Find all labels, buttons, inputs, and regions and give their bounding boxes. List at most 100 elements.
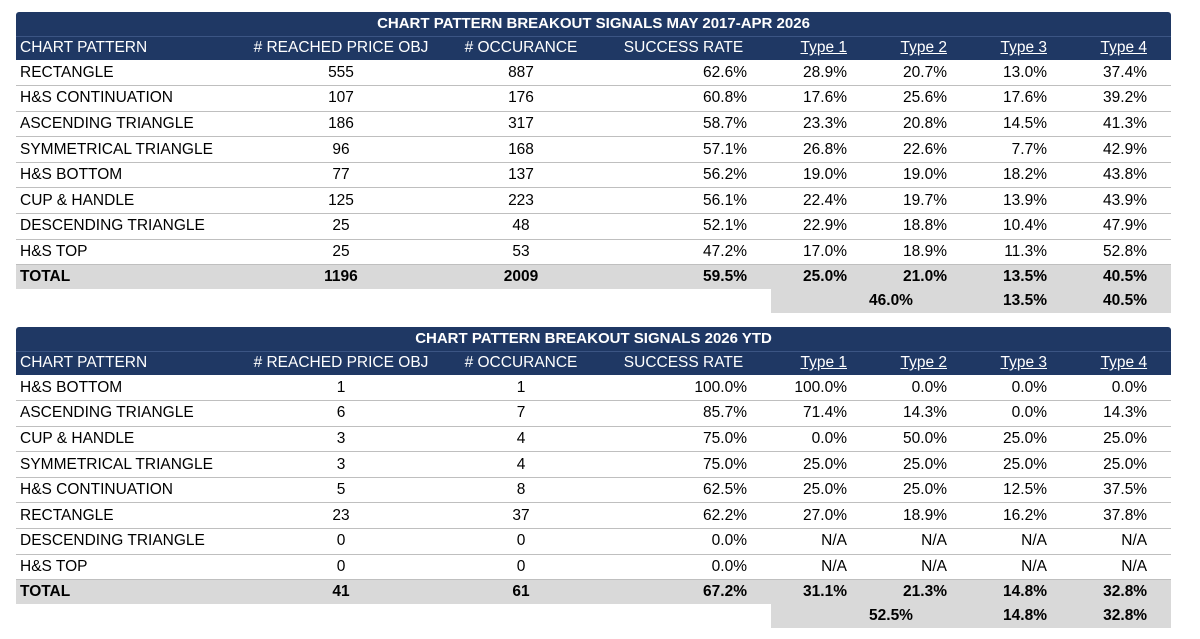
cell-type-1: N/A	[771, 554, 871, 581]
total-row: TOTAL 41 61 67.2% 31.1% 21.3% 14.8% 32.8…	[16, 579, 1172, 604]
cell-chart-pattern: SYMMETRICAL TRIANGLE	[16, 136, 236, 163]
table-row: DESCENDING TRIANGLE 0 0 0.0% N/A N/A N/A N/A	[16, 528, 1172, 555]
header-chart-pattern: CHART PATTERN	[16, 35, 236, 60]
cell-success-rate: 100.0%	[596, 375, 771, 402]
cell-type-4: 37.4%	[1071, 60, 1171, 87]
table-row: CUP & HANDLE 3 4 75.0% 0.0% 50.0% 25.0% 25.0%	[16, 426, 1172, 453]
cell-type-4: 37.8%	[1071, 502, 1172, 530]
cell-type-3: 13.9%	[971, 187, 1071, 215]
table-row: H&S BOTTOM 1 1 100.0% 100.0% 0.0% 0.0% 0.0%	[16, 375, 1172, 402]
cell-reached-price-obj: 23	[236, 502, 446, 530]
summary-row: 46.0% 13.5% 40.5%	[16, 288, 1171, 313]
header-chart-pattern: CHART PATTERN	[16, 350, 236, 375]
cell-type-1: 23.3%	[771, 111, 871, 138]
cell-type-3: N/A	[971, 528, 1071, 555]
cell-type-1: 27.0%	[771, 502, 871, 530]
signals-table: CHART PATTERN BREAKOUT SIGNALS MAY 2017-…	[16, 12, 1171, 313]
cell-type-2: N/A	[871, 528, 971, 555]
cell-success-rate: 56.2%	[596, 162, 771, 189]
cell-type-3: 10.4%	[971, 213, 1071, 240]
summary-row: 52.5% 14.8% 32.8%	[16, 603, 1172, 628]
table-row: CUP & HANDLE 125 223 56.1% 22.4% 19.7% 13.9% 43…	[16, 187, 1171, 215]
cell-type-2: N/A	[871, 554, 971, 581]
cell-occurance: 223	[446, 187, 596, 215]
cell-type-2: 25.6%	[871, 85, 971, 112]
header-occurance: # OCCURANCE	[446, 350, 596, 375]
cell-type-2: 50.0%	[871, 426, 971, 453]
header-type-2: Type 2	[871, 350, 971, 375]
cell-reached-price-obj: 96	[236, 136, 446, 163]
cell-type-4: N/A	[1071, 528, 1172, 555]
cell-success-rate: 62.6%	[596, 60, 771, 87]
cell-reached-price-obj: 1	[236, 375, 446, 402]
cell-occurance: 7	[446, 400, 596, 427]
cell-success-rate: 62.2%	[596, 502, 771, 530]
cell-type-4: 43.9%	[1071, 187, 1171, 215]
cell-reached-price-obj: 0	[236, 528, 446, 555]
cell-type-2: 18.9%	[871, 502, 971, 530]
header-type-4: Type 4	[1071, 350, 1172, 375]
cell-occurance: 887	[446, 60, 596, 87]
cell-reached-price-obj: 5	[236, 477, 446, 504]
cell-type-2: 22.6%	[871, 136, 971, 163]
header-type-1: Type 1	[771, 35, 871, 60]
table-row: H&S BOTTOM 77 137 56.2% 19.0% 19.0% 18.2% 43.8%	[16, 162, 1171, 189]
cell-chart-pattern: RECTANGLE	[16, 60, 236, 87]
cell-type-4: 41.3%	[1071, 111, 1171, 138]
table-row: SYMMETRICAL TRIANGLE 96 168 57.1% 26.8% 22.6%…	[16, 136, 1171, 163]
header-reached-price-obj: # REACHED PRICE OBJ	[236, 35, 446, 60]
cell-type-3: 18.2%	[971, 162, 1071, 189]
cell-type-2: 18.8%	[871, 213, 971, 240]
breakout-table-all-time: CHART PATTERN BREAKOUT SIGNALS MAY 2017-…	[16, 12, 1171, 313]
cell-type-2: 19.7%	[871, 187, 971, 215]
table-title: CHART PATTERN BREAKOUT SIGNALS 2026 YTD	[16, 327, 1172, 351]
cell-occurance: 0	[446, 554, 596, 581]
total-type-1: 31.1%	[771, 579, 871, 604]
cell-type-2: 0.0%	[871, 375, 971, 402]
cell-success-rate: 85.7%	[596, 400, 771, 427]
cell-occurance: 137	[446, 162, 596, 189]
cell-type-4: 25.0%	[1071, 426, 1172, 453]
cell-reached-price-obj: 555	[236, 60, 446, 87]
total-type-3: 14.8%	[971, 579, 1071, 604]
cell-type-1: 25.0%	[771, 477, 871, 504]
total-reached: 41	[236, 579, 446, 604]
cell-reached-price-obj: 6	[236, 400, 446, 427]
cell-success-rate: 57.1%	[596, 136, 771, 163]
cell-type-4: 39.2%	[1071, 85, 1171, 112]
cell-type-3: 16.2%	[971, 502, 1071, 530]
signals-table: CHART PATTERN BREAKOUT SIGNALS 2026 YTD …	[16, 327, 1172, 628]
cell-type-3: 14.5%	[971, 111, 1071, 138]
table-row: ASCENDING TRIANGLE 186 317 58.7% 23.3% 20.8% 1…	[16, 111, 1171, 138]
table-row: DESCENDING TRIANGLE 25 48 52.1% 22.9% 18.8% 10…	[16, 213, 1171, 240]
cell-reached-price-obj: 25	[236, 213, 446, 240]
cell-type-4: 0.0%	[1071, 375, 1172, 402]
cell-chart-pattern: H&S CONTINUATION	[16, 477, 236, 504]
total-type-4: 32.8%	[1071, 579, 1172, 604]
table-row: RECTANGLE 555 887 62.6% 28.9% 20.7% 13.0% 37.4%	[16, 60, 1171, 87]
cell-type-1: 22.9%	[771, 213, 871, 240]
header-type-1: Type 1	[771, 350, 871, 375]
cell-success-rate: 75.0%	[596, 426, 771, 453]
cell-chart-pattern: ASCENDING TRIANGLE	[16, 111, 236, 138]
cell-type-3: 25.0%	[971, 426, 1071, 453]
cell-type-1: 26.8%	[771, 136, 871, 163]
summary-type-3: 13.5%	[971, 288, 1071, 313]
total-reached: 1196	[236, 264, 446, 289]
cell-occurance: 4	[446, 451, 596, 478]
cell-type-4: 14.3%	[1071, 400, 1172, 427]
cell-type-3: 25.0%	[971, 451, 1071, 478]
cell-type-1: 28.9%	[771, 60, 871, 87]
cell-chart-pattern: H&S TOP	[16, 239, 236, 266]
cell-success-rate: 0.0%	[596, 554, 771, 581]
cell-chart-pattern: H&S BOTTOM	[16, 375, 236, 402]
cell-type-1: 17.0%	[771, 239, 871, 266]
summary-type-1-2: 46.0%	[771, 288, 971, 313]
cell-chart-pattern: CUP & HANDLE	[16, 187, 236, 215]
cell-chart-pattern: DESCENDING TRIANGLE	[16, 528, 236, 555]
cell-reached-price-obj: 107	[236, 85, 446, 112]
cell-type-1: 19.0%	[771, 162, 871, 189]
total-row: TOTAL 1196 2009 59.5% 25.0% 21.0% 13.5% …	[16, 264, 1171, 289]
table-row: H&S TOP 25 53 47.2% 17.0% 18.9% 11.3% 52.8%	[16, 239, 1171, 266]
cell-type-2: 18.9%	[871, 239, 971, 266]
